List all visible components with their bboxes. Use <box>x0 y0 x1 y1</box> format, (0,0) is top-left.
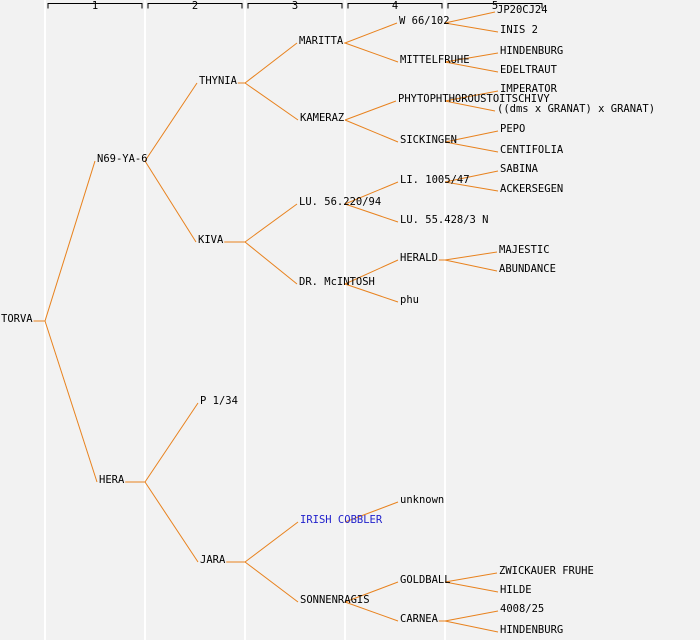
generation-bracket <box>447 3 543 9</box>
pedigree-node-n69ya6[interactable]: N69-YA-6 <box>97 153 148 165</box>
pedigree-edge <box>444 52 499 63</box>
pedigree-edge <box>444 61 499 73</box>
pedigree-node-irishcobbler[interactable]: IRISH COBBLER <box>300 514 383 526</box>
generation-label-5: 5 <box>491 0 499 12</box>
pedigree-edge <box>344 501 399 523</box>
pedigree-edge <box>44 320 98 483</box>
pedigree-node-herald[interactable]: HERALD <box>400 252 438 264</box>
pedigree-node-zwickauer[interactable]: ZWICKAUER FRUHE <box>499 565 594 577</box>
pedigree-edge <box>444 90 499 102</box>
pedigree-edge <box>444 141 499 153</box>
pedigree-edge <box>344 42 399 63</box>
pedigree-edge <box>244 521 299 563</box>
pedigree-edge <box>244 241 298 285</box>
pedigree-edge <box>444 130 499 143</box>
pedigree-node-torva[interactable]: TORVA <box>1 313 33 325</box>
pedigree-node-abundance[interactable]: ABUNDANCE <box>499 263 556 275</box>
pedigree-edge <box>444 572 498 583</box>
pedigree-edge <box>244 82 299 121</box>
pedigree-edge <box>444 100 496 112</box>
pedigree-edge <box>344 119 399 143</box>
pedigree-node-goldball[interactable]: GOLDBALL <box>400 574 451 586</box>
pedigree-node-thynia[interactable]: THYNIA <box>199 75 237 87</box>
pedigree-edge <box>344 283 399 303</box>
pedigree-edge <box>44 160 96 322</box>
pedigree-node-jp20cj24[interactable]: JP20CJ24 <box>497 4 548 16</box>
pedigree-edge <box>244 42 298 84</box>
pedigree-edge <box>344 601 399 622</box>
pedigree-node-ackersegen[interactable]: ACKERSEGEN <box>500 183 564 195</box>
pedigree-node-carnea[interactable]: CARNEA <box>400 613 438 625</box>
generation-bracket <box>147 3 243 9</box>
pedigree-node-jara[interactable]: JARA <box>200 554 226 566</box>
pedigree-edge <box>444 581 499 593</box>
pedigree-node-phu[interactable]: phu <box>400 294 419 306</box>
generation-label-4: 4 <box>391 0 399 12</box>
pedigree-node-li100547[interactable]: LI. 1005/47 <box>400 174 470 186</box>
pedigree-node-hindenburg1[interactable]: HINDENBURG <box>500 45 564 57</box>
pedigree-edge <box>344 259 399 285</box>
pedigree-node-hindenburg2[interactable]: HINDENBURG <box>500 624 564 636</box>
pedigree-node-maritta[interactable]: MARITTA <box>299 35 344 47</box>
pedigree-node-p134[interactable]: P 1/34 <box>200 395 238 407</box>
pedigree-edge <box>144 481 199 563</box>
generation-label-2: 2 <box>191 0 199 12</box>
pedigree-edge <box>444 11 496 24</box>
pedigree-edge <box>444 170 499 183</box>
pedigree-node-lu5622094[interactable]: LU. 56.220/94 <box>299 196 382 208</box>
generation-bracket <box>47 3 143 9</box>
pedigree-edge <box>144 82 198 162</box>
pedigree-edge <box>144 160 197 243</box>
pedigree-node-pepo[interactable]: PEPO <box>500 123 526 135</box>
pedigree-node-w66102[interactable]: W 66/102 <box>399 15 450 27</box>
pedigree-node-400825[interactable]: 4008/25 <box>500 603 545 615</box>
generation-bracket <box>347 3 443 9</box>
pedigree-node-granat[interactable]: ((dms x GRANAT) x GRANAT) <box>497 103 656 115</box>
pedigree-edge <box>344 22 398 44</box>
pedigree-node-inis2[interactable]: INIS 2 <box>500 24 538 36</box>
pedigree-edge <box>344 581 399 603</box>
pedigree-node-kameraz[interactable]: KAMERAZ <box>300 112 345 124</box>
pedigree-edge <box>444 22 499 33</box>
pedigree-edge <box>344 100 397 121</box>
pedigree-node-phyto[interactable]: PHYTOPHTHOROUSTOITSCHIVY <box>398 93 550 105</box>
pedigree-edge <box>244 203 298 243</box>
pedigree-edge <box>444 610 499 622</box>
pedigree-edge <box>344 181 399 205</box>
pedigree-edge <box>444 181 499 192</box>
pedigree-node-imperator[interactable]: IMPERATOR <box>500 83 557 95</box>
pedigree-node-sickingen[interactable]: SICKINGEN <box>400 134 457 146</box>
pedigree-edge <box>444 251 498 261</box>
pedigree-node-drmcintosh[interactable]: DR. McINTOSH <box>299 276 375 288</box>
pedigree-node-centifolia[interactable]: CENTIFOLIA <box>500 144 564 156</box>
pedigree-edge <box>444 620 499 633</box>
generation-bracket <box>247 3 343 9</box>
pedigree-node-hera[interactable]: HERA <box>99 474 125 486</box>
pedigree-node-lu554283n[interactable]: LU. 55.428/3 N <box>400 214 489 226</box>
generation-label-3: 3 <box>291 0 299 12</box>
pedigree-edge <box>344 203 399 223</box>
generation-label-1: 1 <box>91 0 99 12</box>
pedigree-node-hilde[interactable]: HILDE <box>500 584 532 596</box>
pedigree-node-sonnenragis[interactable]: SONNENRAGIS <box>300 594 370 606</box>
pedigree-edge <box>444 259 498 272</box>
pedigree-node-kiva[interactable]: KIVA <box>198 234 224 246</box>
pedigree-node-edeltraut[interactable]: EDELTRAUT <box>500 64 557 76</box>
pedigree-edge <box>244 561 299 603</box>
pedigree-node-unknown[interactable]: unknown <box>400 494 445 506</box>
pedigree-edge <box>144 402 199 483</box>
pedigree-node-majestic[interactable]: MAJESTIC <box>499 244 550 256</box>
pedigree-node-mittelfruhe[interactable]: MITTELFRUHE <box>400 54 470 66</box>
pedigree-node-sabina[interactable]: SABINA <box>500 163 538 175</box>
